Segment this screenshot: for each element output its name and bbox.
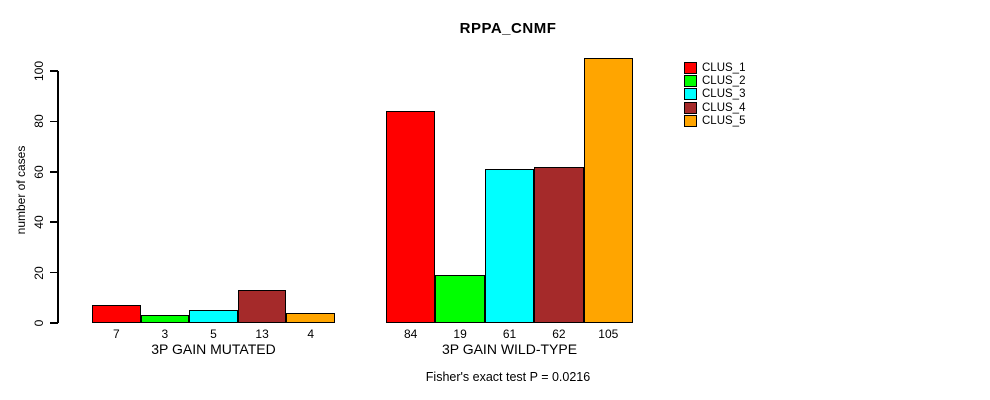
- bar-value-label: 62: [552, 327, 566, 341]
- bar-clus_2-group2: [435, 275, 485, 323]
- y-tick-mark: [50, 271, 58, 274]
- fisher-test-annotation: Fisher's exact test P = 0.0216: [425, 370, 591, 384]
- legend-label: CLUS_3: [702, 88, 746, 101]
- bar-clus_5-group2: [583, 58, 633, 323]
- legend-label: CLUS_1: [702, 61, 746, 74]
- y-tick-mark: [50, 171, 58, 173]
- bar-clus_1-group1: [92, 305, 141, 323]
- legend-swatch-icon: [684, 88, 697, 101]
- bar-clus_2-group1: [140, 315, 190, 323]
- chart-title: RPPA_CNMF: [459, 20, 557, 37]
- bar-value-label: 61: [502, 327, 517, 341]
- y-tick-label: 80: [32, 114, 46, 129]
- legend-swatch-icon: [684, 75, 697, 88]
- legend-swatch-icon: [684, 115, 697, 128]
- y-tick-label: 0: [32, 319, 46, 327]
- bar-value-label: 5: [210, 327, 217, 341]
- legend-label: CLUS_5: [702, 115, 746, 128]
- bar-value-label: 105: [598, 327, 619, 341]
- y-tick-label: 60: [32, 165, 46, 179]
- bar-value-label: 19: [453, 327, 467, 341]
- bar-value-label: 4: [307, 327, 315, 341]
- bar-clus_5-group1: [286, 312, 335, 323]
- y-tick-mark: [50, 70, 58, 72]
- group-axis-label: 3P GAIN WILD-TYPE: [441, 341, 578, 357]
- legend-item-clus_1: CLUS_1: [684, 61, 745, 74]
- legend-swatch-icon: [684, 61, 697, 74]
- y-axis-title: number of cases: [14, 145, 28, 235]
- legend-label: CLUS_2: [702, 75, 746, 88]
- y-tick-mark: [50, 221, 58, 223]
- bar-value-label: 84: [404, 327, 418, 341]
- bar-value-label: 3: [161, 327, 169, 341]
- legend-item-clus_5: CLUS_5: [684, 115, 745, 128]
- bar-clus_4-group1: [237, 290, 287, 323]
- bar-clus_3-group1: [189, 310, 238, 323]
- bar-value-label: 13: [255, 327, 269, 341]
- y-tick-label: 40: [32, 215, 46, 229]
- legend-item-clus_2: CLUS_2: [684, 74, 746, 88]
- legend-item-clus_4: CLUS_4: [684, 101, 745, 114]
- legend-swatch-icon: [684, 101, 697, 114]
- y-tick-label: 20: [32, 265, 46, 280]
- bar-clus_3-group2: [484, 169, 535, 323]
- y-tick-mark: [50, 120, 58, 123]
- y-tick-mark: [50, 322, 58, 324]
- bar-clus_1-group2: [386, 111, 436, 323]
- legend: CLUS_1 CLUS_2 CLUS_3 CLUS_4 CLUS_5: [684, 61, 745, 128]
- y-axis-line: [57, 71, 59, 323]
- legend-label: CLUS_4: [702, 101, 746, 114]
- legend-item-clus_3: CLUS_3: [684, 88, 745, 101]
- group-axis-label: 3P GAIN MUTATED: [151, 341, 276, 357]
- y-tick-label: 100: [32, 60, 46, 82]
- bar-clus_4-group2: [534, 166, 584, 323]
- bar-value-label: 7: [112, 327, 120, 341]
